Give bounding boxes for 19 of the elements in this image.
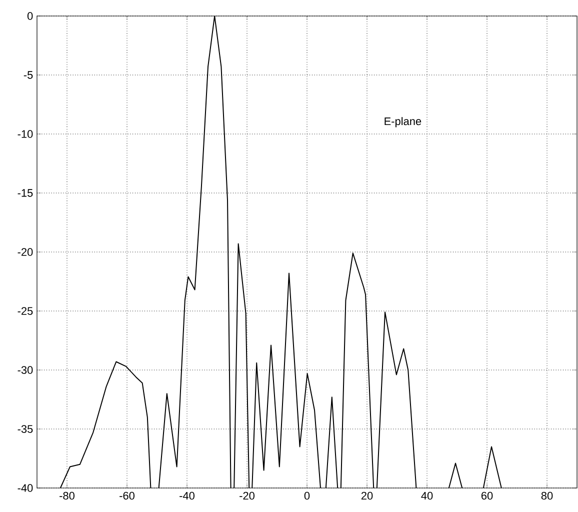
x-tick-label: 20 <box>361 492 373 500</box>
x-tick-label: 60 <box>481 492 493 500</box>
x-tick-label: 40 <box>421 492 433 500</box>
y-tick-label: -30 <box>18 366 33 374</box>
y-tick-label: -35 <box>18 425 33 433</box>
y-tick-label: -15 <box>18 189 33 197</box>
x-tick-label: 80 <box>541 492 553 500</box>
x-tick-label: 0 <box>304 492 310 500</box>
y-tick-label: -20 <box>18 248 33 256</box>
y-tick-label: -25 <box>18 307 33 315</box>
annotation: E-plane <box>384 117 422 128</box>
y-tick-label: -5 <box>24 71 33 79</box>
x-tick-label: -40 <box>180 492 194 500</box>
x-tick-label: -80 <box>60 492 74 500</box>
x-tick-label: -60 <box>120 492 134 500</box>
y-tick-label: -10 <box>18 130 33 138</box>
x-tick-label: -20 <box>240 492 254 500</box>
y-tick-label: -40 <box>18 484 33 492</box>
y-tick-label: 0 <box>27 12 33 20</box>
